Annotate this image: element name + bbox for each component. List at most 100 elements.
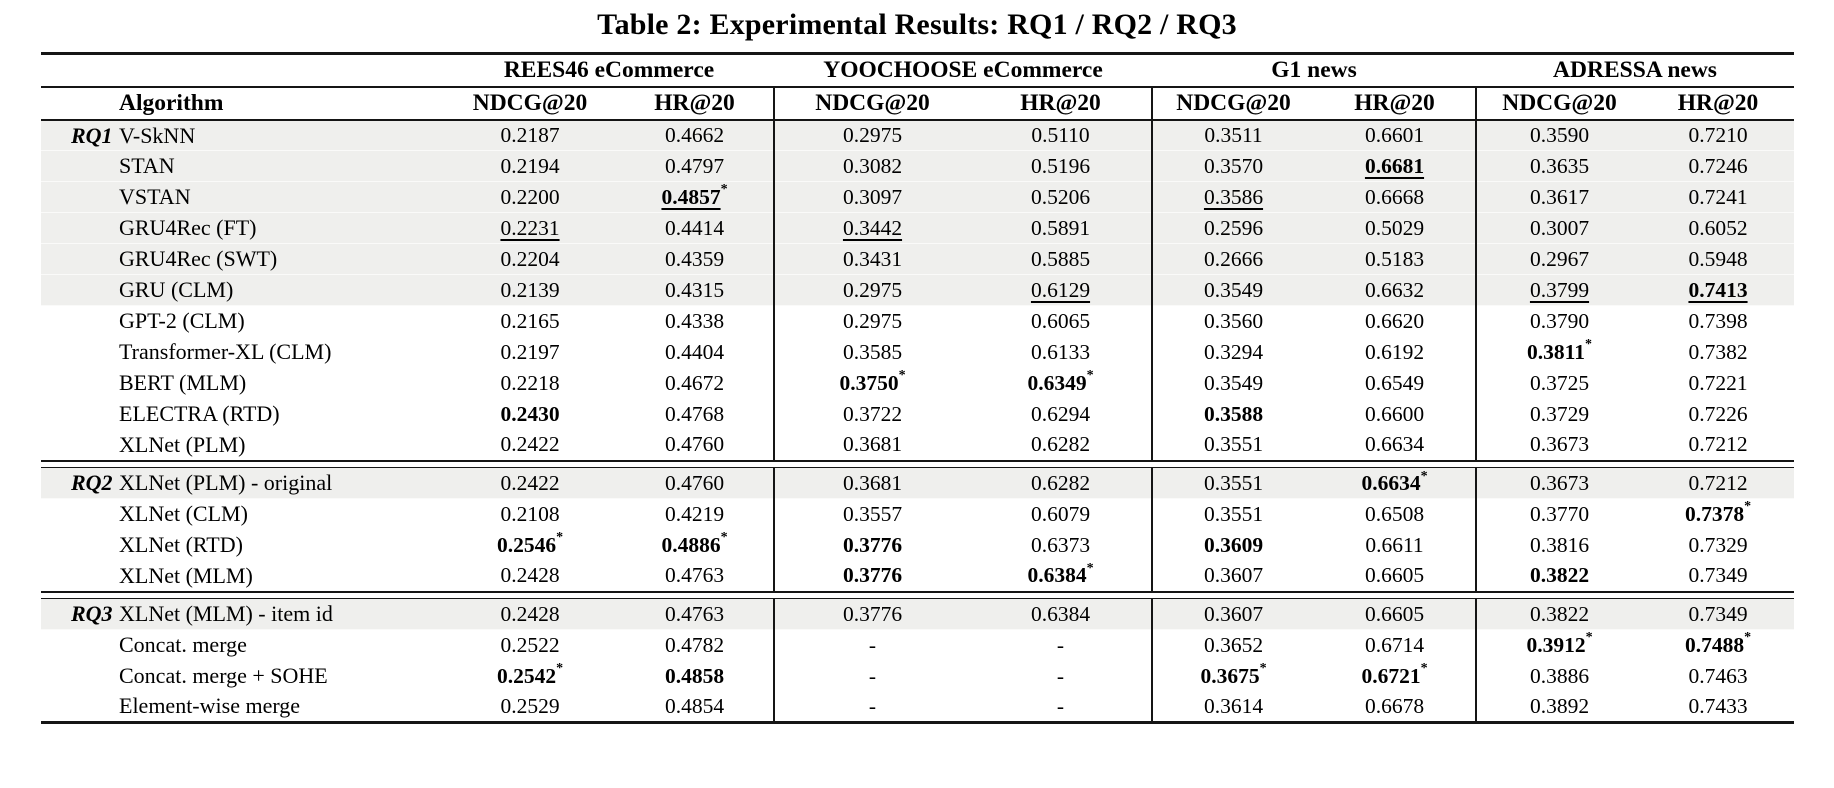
metric-value-cell: 0.6349* <box>970 367 1153 399</box>
significance-asterisk: * <box>720 530 728 546</box>
table-row: XLNet (CLM) 0.2108 0.4219 0.3557 0.6079 0.355… <box>41 498 1794 530</box>
metric-value-cell: 0.3588 <box>1152 399 1314 430</box>
metric-value-cell: 0.6549 <box>1314 367 1477 399</box>
metric-value: 0.7212 <box>1688 432 1748 456</box>
metric-value-cell: 0.3570 <box>1152 150 1314 182</box>
metric-value: 0.3614 <box>1203 693 1264 718</box>
metric-value-cell: 0.3799 <box>1476 274 1642 306</box>
algorithm-cell: GRU4Rec (FT) <box>116 212 444 244</box>
metric-value: 0.3790 <box>1529 308 1590 333</box>
metric-value-cell: - <box>774 630 970 661</box>
metric-value-cell: 0.4760 <box>616 429 775 461</box>
metric-value: 0.3549 <box>1203 277 1264 302</box>
metric-value: 0.3811 <box>1527 339 1585 364</box>
metric-value: 0.6282 <box>1030 470 1091 495</box>
metric-value-cell: 0.4854 <box>616 691 775 724</box>
metric-value-cell: 0.7378* <box>1642 499 1794 530</box>
metric-value: 0.4219 <box>664 501 725 526</box>
rq-label-cell <box>41 337 116 368</box>
metric-value: 0.4763 <box>664 563 725 587</box>
metric-value: 0.6508 <box>1364 501 1425 526</box>
metric-value: 0.6294 <box>1030 401 1091 426</box>
significance-asterisk: * <box>556 530 564 546</box>
metric-value-cell: 0.7463 <box>1642 661 1794 692</box>
metric-value: 0.7398 <box>1688 308 1748 333</box>
metric-value-cell: 0.7488* <box>1642 630 1794 661</box>
metric-value-cell: 0.3822 <box>1476 561 1642 592</box>
metric-value: 0.3770 <box>1529 501 1590 526</box>
metric-value: 0.7241 <box>1688 184 1748 209</box>
results-table: REES46 eCommerce YOOCHOOSE eCommerce G1 … <box>41 52 1794 724</box>
metric-value-cell: 0.6294 <box>970 398 1153 430</box>
metric-value: 0.4672 <box>664 370 725 395</box>
metric-value-cell: 0.2194 <box>444 150 616 182</box>
metric-value-cell: 0.6282 <box>970 429 1153 461</box>
metric-value-cell: 0.3886 <box>1476 661 1642 692</box>
metric-value-cell: 0.3614 <box>1152 691 1314 724</box>
metric-value: 0.7349 <box>1688 563 1748 587</box>
metric-header-ndcg: NDCG@20 <box>1476 86 1642 121</box>
metric-value-cell: 0.3816 <box>1476 530 1642 561</box>
metric-value: 0.4854 <box>664 693 725 718</box>
metric-value-cell: 0.4858 <box>616 660 775 692</box>
algorithm-cell: BERT (MLM) <box>119 370 247 395</box>
metric-value-cell: 0.5196 <box>970 150 1153 182</box>
metric-value-cell: 0.3007 <box>1476 212 1642 244</box>
metric-value-cell: 0.4672 <box>616 367 775 399</box>
metric-value: 0.4886 <box>661 532 721 557</box>
rq-label-cell <box>41 150 116 182</box>
rq-label-cell <box>41 691 116 724</box>
metric-value-cell: 0.3681 <box>774 467 970 499</box>
metric-value: 0.2529 <box>500 693 560 718</box>
metric-value: 0.3816 <box>1529 532 1590 557</box>
metric-value: 0.3607 <box>1203 563 1264 587</box>
metric-value: 0.3750 <box>839 370 899 395</box>
rq-label-cell <box>41 306 116 337</box>
metric-value: 0.6611 <box>1365 532 1424 557</box>
algorithm-cell: Element-wise merge <box>116 691 444 724</box>
metric-value-cell: 0.2529 <box>444 691 616 724</box>
metric-value-cell: 0.2108 <box>444 499 616 530</box>
metric-value-cell: 0.4763 <box>616 560 775 592</box>
metric-value: 0.2139 <box>500 277 560 302</box>
algorithm-cell: GRU (CLM) <box>116 274 444 306</box>
group-header-yoochoose: YOOCHOOSE eCommerce <box>774 52 1152 88</box>
metric-value: 0.6349 <box>1027 370 1087 395</box>
metric-value: 0.3442 <box>842 215 903 240</box>
metric-value: 0.6601 <box>1364 123 1425 147</box>
table-row: Concat. merge + SOHE 0.2542* 0.4858- -0.367… <box>41 660 1794 692</box>
metric-value: 0.3570 <box>1203 153 1264 178</box>
metric-value-cell: 0.3776 <box>774 598 970 630</box>
metric-value-cell: 0.6605 <box>1314 560 1477 592</box>
metric-value-cell: 0.2430 <box>444 399 616 430</box>
metric-value: 0.3585 <box>842 339 903 364</box>
metric-value-cell: 0.6373 <box>970 529 1153 561</box>
metric-value: 0.3681 <box>842 470 903 495</box>
metric-value-cell: 0.3725 <box>1476 368 1642 399</box>
metric-value-cell: 0.2428 <box>444 598 616 630</box>
metric-value-cell: 0.5948 <box>1642 243 1794 275</box>
significance-asterisk: * <box>1086 368 1094 384</box>
metric-value: 0.6632 <box>1364 277 1425 302</box>
metric-value-cell: 0.3673 <box>1476 430 1642 461</box>
table-row: GRU4Rec (SWT) 0.2204 0.4359 0.3431 0.5885 0.2… <box>41 243 1794 275</box>
metric-value: 0.3590 <box>1529 123 1590 147</box>
metric-value-cell: 0.7241 <box>1642 181 1794 213</box>
metric-value: - <box>868 663 877 688</box>
metric-value-cell: 0.6079 <box>970 498 1153 530</box>
significance-asterisk: * <box>1584 337 1592 353</box>
metric-value-cell: 0.6714 <box>1314 629 1477 661</box>
significance-asterisk: * <box>1585 630 1593 646</box>
rq-label-cell: RQ1 <box>41 119 116 151</box>
metric-value: 0.7378 <box>1684 501 1745 526</box>
metric-value: 0.5885 <box>1030 246 1091 271</box>
metric-value: 0.2975 <box>842 308 903 333</box>
metric-value: 0.7221 <box>1688 370 1748 395</box>
metric-value: 0.3551 <box>1203 470 1264 495</box>
metric-value: - <box>868 693 877 718</box>
metric-value-cell: 0.7329 <box>1642 530 1794 561</box>
metric-value-cell: 0.2967 <box>1476 243 1642 275</box>
metric-value-cell: 0.3822 <box>1476 598 1642 630</box>
metric-header-ndcg: NDCG@20 <box>444 86 616 121</box>
metric-value: 0.3588 <box>1203 401 1264 426</box>
